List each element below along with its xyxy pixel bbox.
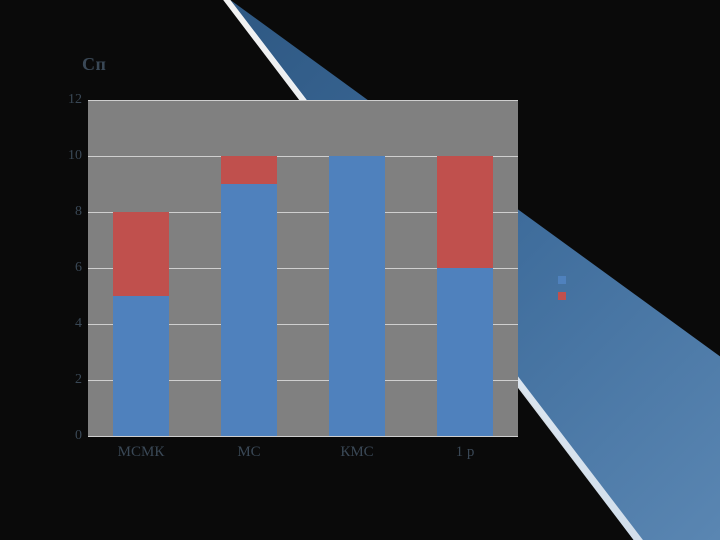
y-tick-label: 10 xyxy=(56,148,82,164)
bar-group xyxy=(329,100,385,436)
legend-item xyxy=(558,292,566,300)
y-tick-label: 0 xyxy=(56,428,82,444)
y-tick-label: 6 xyxy=(56,260,82,276)
bar-segment xyxy=(329,156,385,436)
bar-segment xyxy=(113,212,169,296)
legend xyxy=(558,276,566,300)
bar-segment xyxy=(437,268,493,436)
x-tick-label: 1 р xyxy=(456,444,475,461)
bar-segment xyxy=(437,156,493,268)
bar-group xyxy=(221,100,277,436)
x-tick-label: КМС xyxy=(340,444,373,461)
bar-group xyxy=(437,100,493,436)
bar-segment xyxy=(221,184,277,436)
x-tick-label: МСМК xyxy=(118,444,165,461)
bar-segment xyxy=(221,156,277,184)
y-tick-label: 4 xyxy=(56,316,82,332)
grid-line xyxy=(88,436,518,437)
legend-swatch xyxy=(558,292,566,300)
y-tick-label: 2 xyxy=(56,372,82,388)
bar-chart: 0 2 4 6 8 10 12 МСМК МС КМС 1 р xyxy=(58,92,542,476)
y-tick-label: 12 xyxy=(56,92,82,108)
bar-segment xyxy=(113,296,169,436)
slide: Сп 0 2 4 6 8 10 12 МСМК МС КМС 1 р xyxy=(0,0,720,540)
bar-group xyxy=(113,100,169,436)
legend-swatch xyxy=(558,276,566,284)
plot-area xyxy=(88,100,518,436)
chart-title: Сп xyxy=(82,54,106,75)
x-tick-label: МС xyxy=(237,444,260,461)
y-tick-label: 8 xyxy=(56,204,82,220)
legend-item xyxy=(558,276,566,284)
